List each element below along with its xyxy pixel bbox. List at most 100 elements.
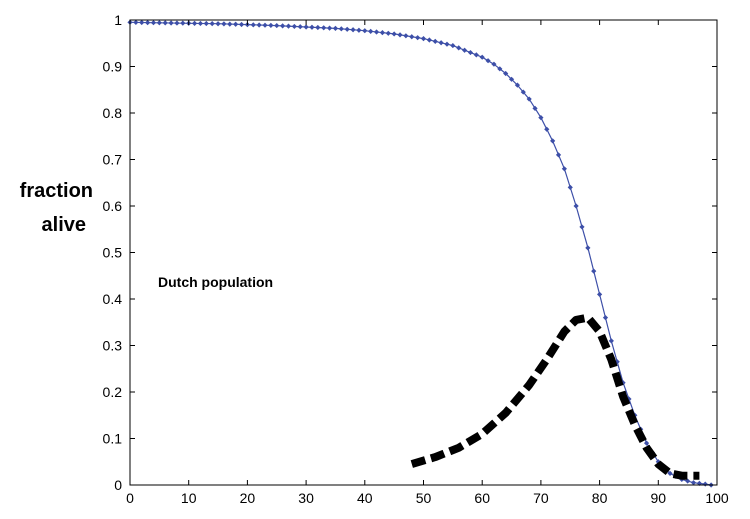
series-0-marker — [191, 20, 198, 26]
y-tick-label: 0 — [114, 477, 122, 493]
chart-annotation: Dutch population — [158, 274, 273, 290]
series-0-marker — [597, 291, 603, 297]
plot-area — [130, 20, 717, 485]
series-0-marker — [227, 21, 233, 27]
series-0-marker — [550, 138, 556, 144]
x-tick-label: 90 — [651, 490, 667, 506]
series-0-marker — [456, 45, 462, 51]
y-tick-label: 0.5 — [103, 245, 123, 261]
series-0-marker — [379, 30, 386, 36]
series-0-marker — [643, 440, 650, 446]
y-tick-label: 1 — [114, 12, 122, 28]
series-0-marker — [450, 42, 456, 49]
y-tick-label: 0.4 — [103, 291, 123, 307]
series-0-marker — [438, 40, 444, 46]
series-0-marker — [409, 34, 415, 40]
y-tick-label: 0.3 — [103, 338, 123, 354]
series-0-marker — [368, 28, 374, 34]
series-0-marker — [145, 20, 151, 26]
series-0-marker — [508, 76, 515, 82]
series-0-marker — [344, 26, 350, 32]
series-layer — [127, 19, 714, 488]
y-tick-label: 0.8 — [103, 105, 123, 121]
series-0-marker — [602, 315, 609, 321]
series-0-marker — [174, 20, 180, 26]
series-0-marker — [526, 96, 532, 102]
series-0-marker — [262, 22, 268, 28]
series-0-marker — [514, 82, 521, 88]
series-0-marker — [332, 25, 339, 31]
series-0-marker — [626, 396, 632, 402]
y-axis-label-line-2: alive — [42, 214, 86, 236]
series-0-marker — [532, 105, 538, 111]
y-tick-label: 0.7 — [103, 152, 123, 168]
series-1-line — [410, 313, 700, 480]
x-tick-label: 80 — [592, 490, 608, 506]
series-0-marker — [297, 24, 303, 30]
series-0-marker — [667, 470, 673, 476]
series-0-marker — [614, 359, 620, 365]
series-0-marker — [385, 30, 391, 36]
x-tick-label: 0 — [126, 490, 134, 506]
series-0-marker — [274, 22, 280, 29]
series-0-marker — [215, 21, 221, 27]
series-0-marker — [538, 115, 544, 121]
series-0-marker — [350, 27, 356, 33]
series-0-marker — [397, 32, 403, 38]
series-0-marker — [479, 54, 485, 60]
x-tick-label: 10 — [181, 490, 197, 506]
series-0-marker — [485, 58, 491, 64]
y-tick-label: 0.2 — [103, 384, 123, 400]
x-tick-label: 70 — [533, 490, 549, 506]
series-0-marker — [685, 478, 691, 484]
x-tick-label: 100 — [705, 490, 729, 506]
x-tick-label: 40 — [357, 490, 373, 506]
series-0-marker — [221, 21, 227, 27]
series-0-marker — [620, 380, 626, 386]
y-axis-label-line-1: fraction — [20, 180, 93, 202]
series-0-marker — [133, 19, 139, 26]
series-0-marker — [268, 22, 274, 28]
x-tick-label: 20 — [240, 490, 256, 506]
series-0-marker — [391, 31, 397, 37]
series-0-marker — [303, 24, 309, 30]
y-tick-label: 0.6 — [103, 198, 123, 214]
series-0-marker — [280, 23, 286, 29]
series-0-marker — [473, 52, 479, 58]
series-0-marker — [520, 89, 526, 95]
series-0-marker — [168, 20, 174, 26]
series-0-marker — [285, 23, 292, 29]
series-0-marker — [326, 25, 333, 31]
x-tick-label: 50 — [416, 490, 432, 506]
series-0-marker — [233, 21, 239, 27]
series-0-marker — [432, 38, 438, 44]
y-tick-label: 0.1 — [103, 431, 123, 447]
series-0-marker — [238, 21, 245, 28]
series-0-marker — [362, 28, 368, 34]
series-0-marker — [567, 184, 573, 190]
x-tick-label: 30 — [298, 490, 314, 506]
series-0-marker — [309, 24, 315, 30]
series-0-marker — [180, 20, 186, 26]
series-0-marker — [338, 26, 344, 32]
series-0-marker — [291, 23, 297, 30]
series-0-marker — [403, 33, 409, 39]
series-0-marker — [256, 22, 262, 28]
series-0-marker — [555, 152, 562, 158]
series-0-marker — [209, 21, 215, 27]
x-tick-label: 60 — [474, 490, 490, 506]
series-0-marker — [315, 24, 321, 31]
y-tick-label: 0.9 — [103, 59, 123, 75]
series-0-marker — [573, 203, 579, 209]
series-0-marker — [591, 268, 597, 274]
series-0-marker — [426, 37, 432, 43]
axes-layer: 0 10 20 30 40 50 60 70 80 90 100 0 0.1 0.2 0.3 0.4 0.5 0.… — [103, 12, 729, 506]
series-0-marker — [139, 19, 145, 26]
series-0-marker — [690, 480, 697, 486]
series-0-marker — [373, 29, 380, 35]
series-0-marker — [461, 47, 468, 53]
series-0-marker — [491, 61, 497, 67]
series-0-marker — [655, 459, 661, 465]
series-0-marker — [203, 20, 209, 27]
